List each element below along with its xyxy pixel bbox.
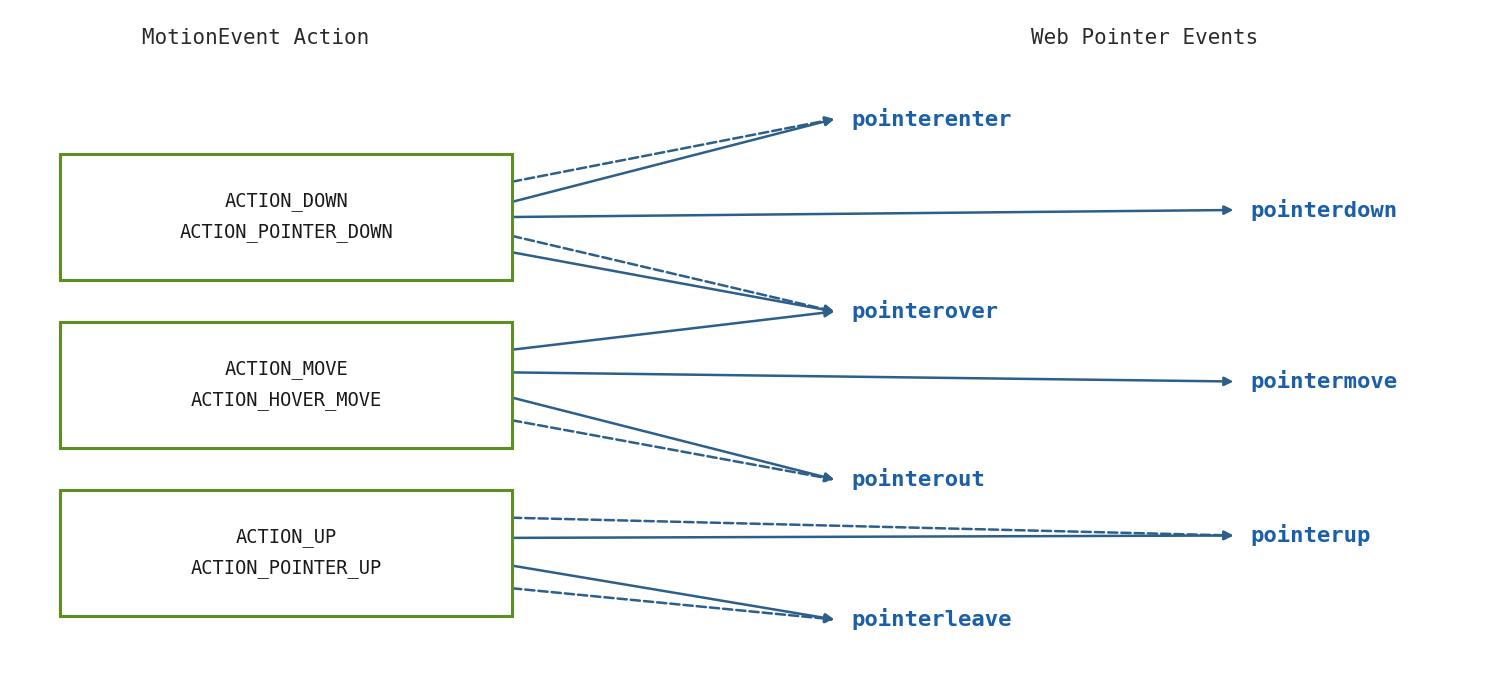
Text: pointermove: pointermove — [1250, 370, 1398, 393]
FancyBboxPatch shape — [60, 154, 512, 280]
FancyBboxPatch shape — [60, 490, 512, 616]
Text: MotionEvent Action: MotionEvent Action — [143, 28, 369, 48]
Text: Web Pointer Events: Web Pointer Events — [1032, 28, 1258, 48]
Text: pointerup: pointerup — [1250, 524, 1370, 547]
Text: pointerover: pointerover — [851, 300, 998, 323]
Text: pointerenter: pointerenter — [851, 108, 1012, 130]
Text: ACTION_MOVE
ACTION_HOVER_MOVE: ACTION_MOVE ACTION_HOVER_MOVE — [191, 360, 381, 410]
Text: pointerout: pointerout — [851, 468, 985, 491]
FancyBboxPatch shape — [60, 322, 512, 448]
Text: pointerleave: pointerleave — [851, 608, 1012, 631]
Text: ACTION_DOWN
ACTION_POINTER_DOWN: ACTION_DOWN ACTION_POINTER_DOWN — [179, 192, 393, 242]
Text: pointerdown: pointerdown — [1250, 199, 1398, 221]
Text: ACTION_UP
ACTION_POINTER_UP: ACTION_UP ACTION_POINTER_UP — [191, 528, 381, 578]
